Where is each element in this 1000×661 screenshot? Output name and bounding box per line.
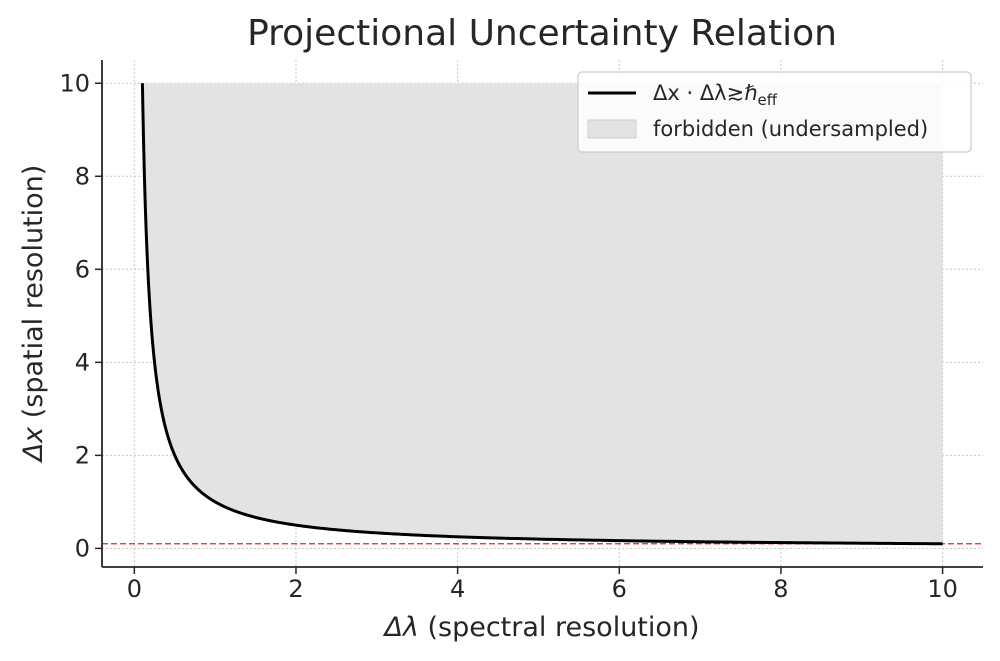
chart-title: Projectional Uncertainty Relation [247,13,837,54]
forbidden-region-fill [142,83,943,544]
x-tick-label: 6 [612,575,627,603]
legend-box [577,71,972,153]
y-ticks: 0 2 4 6 8 10 [59,69,102,562]
y-tick-label: 8 [75,162,90,190]
uncertainty-curve [140,83,943,546]
legend-line-label-sub: eff [758,91,778,109]
x-tick-label: 4 [450,575,465,603]
y-tick-label: 0 [75,534,90,562]
y-axis-label: Δx (spatial resolution) [18,165,49,464]
y-tick-label: 10 [59,69,90,97]
x-axis-label-symbol: Δλ [382,612,418,643]
x-tick-label: 2 [288,575,303,603]
y-tick-label: 6 [75,255,90,283]
x-tick-label: 10 [927,575,958,603]
x-tick-label: 0 [127,575,142,603]
x-ticks: 0 2 4 6 8 10 [127,567,958,603]
y-axis-label-text: (spatial resolution) [18,165,49,427]
legend: Δx · Δλ≳ℏeff forbidden (undersampled) [577,71,972,153]
legend-line-label-main: Δx · Δλ≳ℏ [653,81,758,105]
legend-fill-label: forbidden (undersampled) [653,117,928,141]
x-axis-label-text: (spectral resolution) [419,612,700,643]
x-axis-label: Δλ (spectral resolution) [382,612,699,643]
y-axis-label-symbol: Δx [18,426,49,463]
legend-line-label: Δx · Δλ≳ℏeff [653,81,778,109]
y-tick-label: 2 [75,441,90,469]
x-tick-label: 8 [773,575,788,603]
legend-fill-swatch [587,119,637,139]
y-tick-label: 4 [75,348,90,376]
